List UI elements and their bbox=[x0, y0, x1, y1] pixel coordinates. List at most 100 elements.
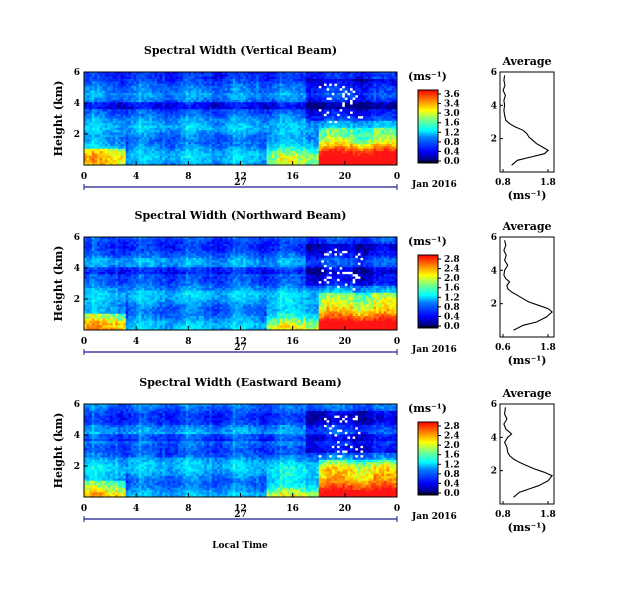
date-mark: 27 bbox=[234, 178, 247, 188]
x-tick-label: 16 bbox=[286, 172, 299, 182]
colorbar-tick-label: 2.4 bbox=[444, 432, 460, 442]
heatmap-field bbox=[84, 237, 397, 330]
average-profile-line bbox=[504, 240, 552, 330]
average-x-tick-label: 0.8 bbox=[495, 178, 511, 188]
average-profile-line bbox=[504, 407, 552, 497]
y-axis-label: Height (km) bbox=[52, 246, 65, 322]
colorbar-tick-label: 1.2 bbox=[444, 293, 460, 303]
average-y-tick-label: 6 bbox=[491, 400, 497, 410]
colorbar-tick-label: 2.8 bbox=[444, 255, 460, 265]
x-tick-label: 4 bbox=[133, 504, 139, 514]
y-tick-label: 4 bbox=[74, 99, 80, 109]
colorbar-unit: (ms⁻¹) bbox=[408, 70, 447, 83]
y-tick-label: 6 bbox=[74, 400, 80, 410]
date-mark: 27 bbox=[234, 343, 247, 353]
panel-1: Spectral Width (Northward Beam) 6 4 2 Height… bbox=[52, 209, 556, 367]
colorbar-tick-label: 0.8 bbox=[444, 470, 460, 480]
colorbar-tick-label: 3.6 bbox=[444, 90, 460, 100]
average-title: Average bbox=[501, 387, 551, 400]
colorbar-tick-label: 0.4 bbox=[444, 479, 460, 489]
x-tick-label: 0 bbox=[81, 172, 87, 182]
y-tick-label: 4 bbox=[74, 264, 80, 274]
colorbar-tick-label: 2.0 bbox=[444, 441, 460, 451]
average-title: Average bbox=[501, 220, 551, 233]
panel-title: Spectral Width (Vertical Beam) bbox=[144, 44, 337, 57]
colorbar-tick-label: 0.0 bbox=[444, 157, 460, 167]
colorbar-tick-label: 2.4 bbox=[444, 265, 460, 275]
date-label: Jan 2016 bbox=[411, 512, 457, 522]
y-tick-label: 6 bbox=[74, 233, 80, 243]
date-mark: 27 bbox=[234, 510, 247, 520]
average-y-tick-label: 4 bbox=[491, 101, 497, 111]
average-x-tick-label: 1.8 bbox=[540, 510, 556, 520]
colorbar-tick-label: 0.8 bbox=[444, 303, 460, 313]
average-frame bbox=[500, 237, 554, 337]
x-tick-label: 20 bbox=[339, 504, 352, 514]
date-label: Jan 2016 bbox=[411, 345, 457, 355]
x-tick-label: 4 bbox=[133, 172, 139, 182]
colorbar-tick-label: 0.4 bbox=[444, 147, 460, 157]
x-tick-label: 20 bbox=[339, 337, 352, 347]
y-tick-label: 6 bbox=[74, 68, 80, 78]
x-tick-label: 0 bbox=[394, 504, 400, 514]
average-x-label: (ms⁻¹) bbox=[508, 189, 547, 202]
average-x-tick-label: 0.8 bbox=[495, 510, 511, 520]
average-x-label: (ms⁻¹) bbox=[508, 354, 547, 367]
x-tick-label: 0 bbox=[81, 337, 87, 347]
x-tick-label: 20 bbox=[339, 172, 352, 182]
average-y-tick-label: 4 bbox=[491, 266, 497, 276]
colorbar-tick-label: 1.6 bbox=[444, 284, 460, 294]
y-tick-label: 2 bbox=[74, 462, 80, 472]
x-tick-label: 4 bbox=[133, 337, 139, 347]
average-x-tick-label: 0.6 bbox=[495, 343, 511, 353]
colorbar-tick-label: 0.0 bbox=[444, 322, 460, 332]
average-y-tick-label: 2 bbox=[491, 467, 497, 477]
y-tick-label: 2 bbox=[74, 295, 80, 305]
x-tick-label: 8 bbox=[185, 337, 191, 347]
average-y-tick-label: 4 bbox=[491, 433, 497, 443]
colorbar-unit: (ms⁻¹) bbox=[408, 402, 447, 415]
y-tick-label: 4 bbox=[74, 431, 80, 441]
colorbar bbox=[418, 90, 438, 163]
colorbar-tick-label: 0.0 bbox=[444, 489, 460, 499]
colorbar-unit: (ms⁻¹) bbox=[408, 235, 447, 248]
x-tick-label: 0 bbox=[394, 337, 400, 347]
y-axis-label: Height (km) bbox=[52, 413, 65, 489]
average-y-tick-label: 2 bbox=[491, 300, 497, 310]
average-y-tick-label: 6 bbox=[491, 233, 497, 243]
x-tick-label: 16 bbox=[286, 504, 299, 514]
average-x-label: (ms⁻¹) bbox=[508, 521, 547, 534]
date-label: Jan 2016 bbox=[411, 180, 457, 190]
colorbar-tick-label: 1.6 bbox=[444, 119, 460, 129]
colorbar-tick-label: 1.2 bbox=[444, 460, 460, 470]
x-tick-label: 8 bbox=[185, 504, 191, 514]
average-y-tick-label: 6 bbox=[491, 68, 497, 78]
average-title: Average bbox=[501, 55, 551, 68]
colorbar-tick-label: 1.2 bbox=[444, 128, 460, 138]
colorbar bbox=[418, 255, 438, 328]
average-x-tick-label: 1.8 bbox=[540, 178, 556, 188]
average-profile-line bbox=[503, 75, 548, 165]
colorbar-tick-label: 3.4 bbox=[444, 100, 460, 110]
colorbar-tick-label: 2.0 bbox=[444, 274, 460, 284]
average-y-tick-label: 2 bbox=[491, 135, 497, 145]
colorbar bbox=[418, 422, 438, 495]
heatmap-field bbox=[84, 72, 397, 165]
x-tick-label: 16 bbox=[286, 337, 299, 347]
y-axis-label: Height (km) bbox=[52, 81, 65, 157]
colorbar-tick-label: 2.8 bbox=[444, 422, 460, 432]
colorbar-tick-label: 0.4 bbox=[444, 312, 460, 322]
heatmap-field bbox=[84, 404, 397, 497]
x-tick-label: 8 bbox=[185, 172, 191, 182]
panel-2: Spectral Width (Eastward Beam) 6 4 2 Height … bbox=[52, 376, 556, 534]
panel-title: Spectral Width (Eastward Beam) bbox=[139, 376, 341, 389]
x-tick-label: 0 bbox=[394, 172, 400, 182]
x-tick-label: 0 bbox=[81, 504, 87, 514]
average-x-tick-label: 1.8 bbox=[540, 343, 556, 353]
local-time-label: Local Time bbox=[212, 541, 268, 551]
panel-title: Spectral Width (Northward Beam) bbox=[135, 209, 347, 222]
colorbar-tick-label: 3.0 bbox=[444, 109, 460, 119]
panel-0: Spectral Width (Vertical Beam) 6 4 2 Height … bbox=[52, 44, 556, 202]
colorbar-tick-label: 0.8 bbox=[444, 138, 460, 148]
